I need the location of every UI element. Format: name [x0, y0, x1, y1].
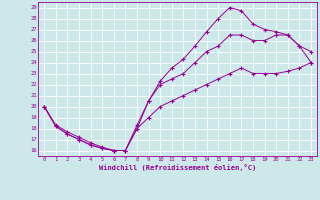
X-axis label: Windchill (Refroidissement éolien,°C): Windchill (Refroidissement éolien,°C): [99, 164, 256, 171]
